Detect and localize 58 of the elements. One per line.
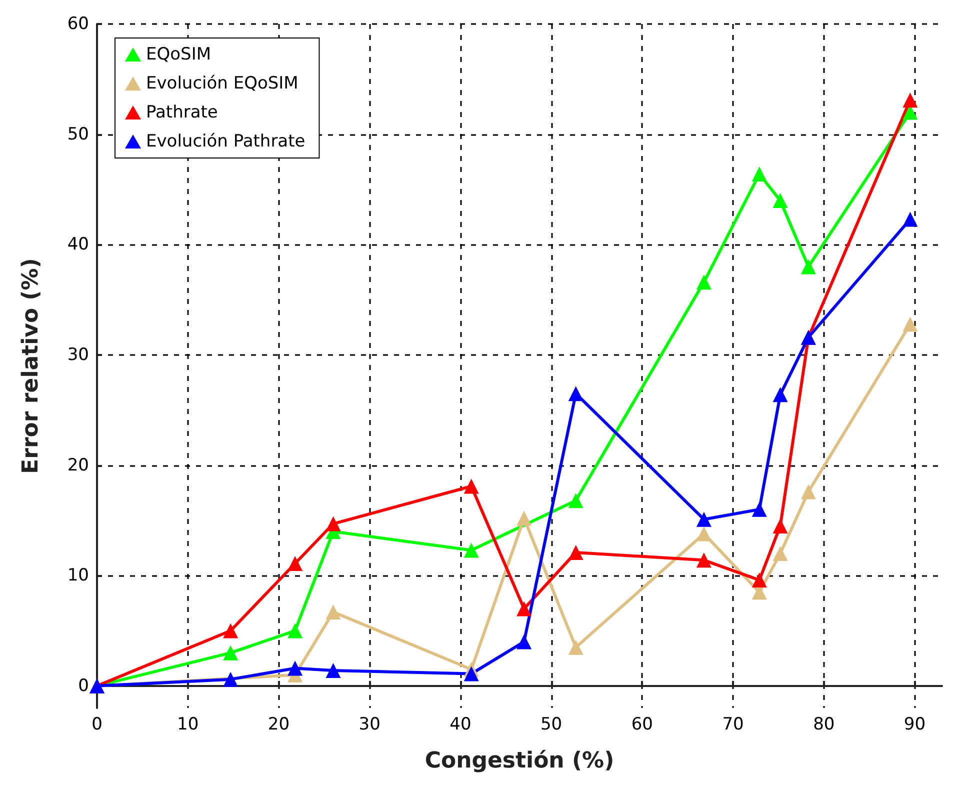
y-tick-label: 0 [78, 676, 89, 696]
legend-label: EQoSIM [146, 44, 211, 64]
x-tick-label: 30 [358, 714, 380, 734]
point [464, 542, 479, 558]
y-tick-label: 40 [67, 234, 89, 255]
x-tick-label: 70 [722, 714, 744, 734]
x-axis-title: Congestión (%) [424, 748, 614, 774]
point [288, 660, 303, 676]
point [752, 502, 767, 517]
x-tick-label: 60 [631, 714, 653, 734]
point [696, 552, 712, 568]
point [326, 604, 341, 620]
point [568, 493, 584, 508]
point [516, 634, 532, 650]
point [516, 510, 532, 526]
point [223, 672, 238, 687]
point [752, 166, 767, 182]
legend-label: Evolución EQoSIM [146, 74, 298, 94]
point [326, 662, 341, 678]
point [772, 193, 788, 208]
point [288, 623, 303, 638]
point [464, 478, 479, 494]
point [223, 645, 238, 660]
point [772, 518, 788, 534]
point [568, 386, 584, 402]
point [902, 212, 918, 227]
point [568, 544, 584, 560]
point [772, 546, 788, 562]
point [223, 623, 238, 638]
point [464, 666, 479, 682]
x-tick-label: 10 [177, 714, 199, 734]
x-tick-label: 0 [92, 714, 102, 734]
point [772, 387, 788, 402]
y-tick-label: 10 [67, 566, 89, 586]
legend-label: Evolución Pathrate [146, 132, 306, 152]
point [568, 640, 584, 655]
point [902, 316, 918, 332]
point [696, 274, 712, 290]
point [800, 484, 816, 500]
y-tick-label: 50 [67, 124, 89, 144]
point [696, 526, 712, 542]
point [902, 92, 918, 108]
point [288, 556, 303, 571]
x-tick-label: 90 [904, 714, 926, 734]
point [516, 601, 532, 616]
y-tick-label: 30 [67, 344, 89, 365]
x-tick-label: 80 [813, 714, 835, 734]
point [752, 572, 767, 588]
legend-label: Pathrate [146, 102, 218, 122]
x-tick-label: 40 [450, 714, 472, 734]
y-tick-label: 60 [67, 14, 89, 34]
point [696, 512, 712, 527]
point [326, 516, 341, 532]
point [800, 259, 816, 274]
y-tick-label: 20 [67, 455, 89, 476]
y-axis-title: Error relativo (%) [18, 258, 44, 474]
x-tick-label: 20 [268, 714, 290, 734]
x-tick-label: 50 [540, 714, 562, 734]
